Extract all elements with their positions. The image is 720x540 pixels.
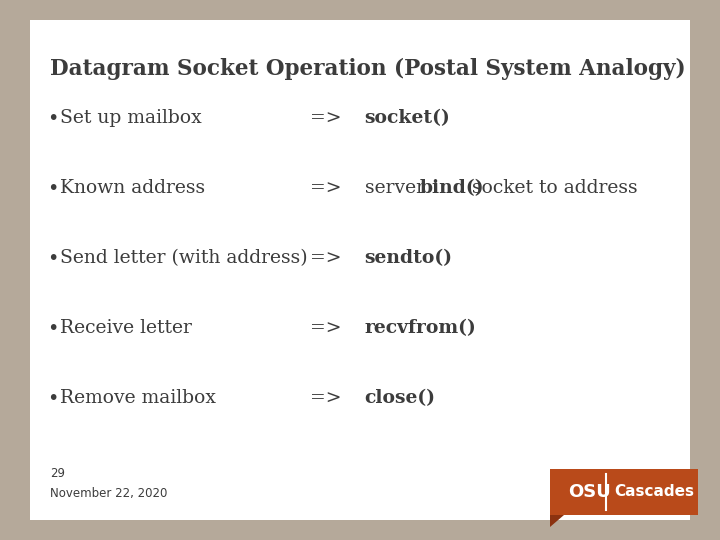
FancyBboxPatch shape [30, 20, 690, 520]
Text: •: • [47, 388, 58, 408]
Text: =>: => [310, 249, 348, 267]
Text: •: • [47, 179, 58, 198]
Text: 29: 29 [50, 467, 65, 480]
FancyBboxPatch shape [550, 469, 698, 515]
Text: •: • [47, 319, 58, 338]
Text: November 22, 2020: November 22, 2020 [50, 487, 167, 500]
Text: socket to address: socket to address [466, 179, 638, 197]
Text: OSU: OSU [568, 483, 611, 501]
Text: socket(): socket() [365, 109, 451, 127]
Text: •: • [47, 248, 58, 267]
Text: server: server [365, 179, 431, 197]
Text: Receive letter: Receive letter [60, 319, 192, 337]
Text: sendto(): sendto() [365, 249, 453, 267]
Text: close(): close() [365, 389, 436, 407]
Text: Remove mailbox: Remove mailbox [60, 389, 216, 407]
Text: =>: => [310, 179, 348, 197]
Text: =>: => [310, 319, 348, 337]
Text: Send letter (with address): Send letter (with address) [60, 249, 307, 267]
Text: =>: => [310, 109, 348, 127]
Text: recvfrom(): recvfrom() [365, 319, 477, 337]
Text: •: • [47, 109, 58, 127]
Polygon shape [550, 515, 564, 527]
Text: Cascades: Cascades [614, 484, 694, 500]
Text: Known address: Known address [60, 179, 205, 197]
Text: Set up mailbox: Set up mailbox [60, 109, 202, 127]
Text: Datagram Socket Operation (Postal System Analogy): Datagram Socket Operation (Postal System… [50, 58, 685, 80]
Text: =>: => [310, 389, 348, 407]
Text: bind(): bind() [419, 179, 484, 197]
